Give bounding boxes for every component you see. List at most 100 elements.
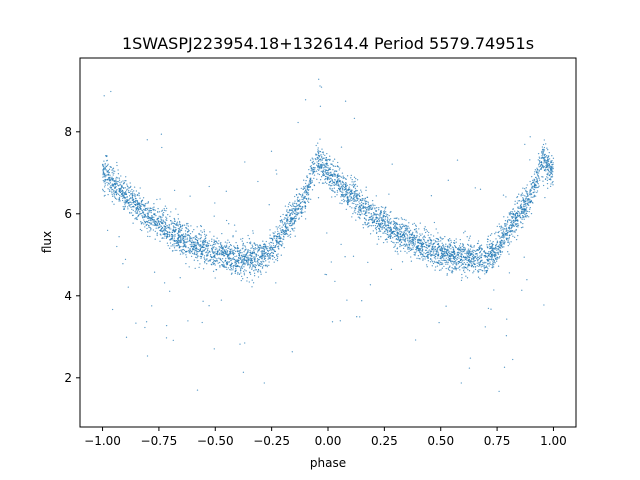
data-point bbox=[181, 251, 183, 253]
data-point bbox=[239, 343, 241, 345]
data-point bbox=[339, 202, 341, 204]
data-point bbox=[115, 179, 117, 182]
data-point bbox=[124, 203, 126, 205]
data-point bbox=[530, 189, 532, 192]
data-point bbox=[457, 262, 460, 265]
data-point bbox=[441, 267, 443, 269]
data-point bbox=[253, 264, 255, 266]
data-point bbox=[379, 226, 381, 228]
data-point bbox=[313, 184, 315, 186]
data-point bbox=[237, 259, 239, 261]
data-point bbox=[537, 172, 540, 174]
data-point bbox=[104, 164, 106, 166]
data-point bbox=[492, 261, 494, 263]
data-point bbox=[459, 246, 462, 249]
data-point bbox=[153, 271, 156, 273]
data-point bbox=[326, 159, 328, 161]
data-point bbox=[164, 229, 167, 231]
data-point bbox=[417, 255, 420, 257]
data-point bbox=[140, 205, 142, 208]
data-point bbox=[104, 167, 106, 169]
data-point bbox=[502, 241, 505, 243]
data-point bbox=[497, 248, 500, 250]
data-point bbox=[432, 252, 434, 254]
data-point bbox=[275, 245, 277, 247]
data-point bbox=[450, 241, 452, 243]
data-point bbox=[346, 184, 348, 187]
data-point bbox=[515, 229, 517, 231]
data-point bbox=[260, 273, 262, 275]
data-point bbox=[505, 223, 507, 225]
data-point bbox=[399, 233, 402, 236]
data-point bbox=[464, 230, 466, 232]
data-point bbox=[127, 185, 129, 188]
data-point bbox=[259, 247, 262, 249]
data-point bbox=[265, 248, 267, 250]
data-point bbox=[460, 382, 462, 384]
data-point bbox=[193, 252, 196, 255]
data-point bbox=[513, 216, 515, 218]
data-point bbox=[434, 248, 436, 250]
data-point bbox=[104, 173, 106, 176]
data-point bbox=[160, 219, 163, 221]
data-point bbox=[420, 244, 423, 246]
data-point bbox=[461, 245, 463, 248]
data-point bbox=[416, 257, 418, 260]
data-point bbox=[541, 155, 543, 157]
data-point bbox=[241, 264, 244, 266]
data-point bbox=[474, 266, 477, 268]
data-point bbox=[372, 212, 375, 214]
data-point bbox=[131, 214, 134, 217]
data-point bbox=[447, 238, 449, 241]
data-point bbox=[147, 202, 149, 204]
data-point bbox=[203, 242, 205, 244]
data-point bbox=[317, 149, 319, 151]
data-point bbox=[122, 191, 125, 193]
data-point bbox=[428, 237, 430, 239]
data-point bbox=[334, 165, 337, 168]
data-point bbox=[276, 173, 278, 175]
data-point bbox=[242, 263, 245, 265]
data-point bbox=[291, 351, 293, 353]
data-point bbox=[522, 198, 525, 200]
data-point bbox=[529, 180, 531, 183]
data-point bbox=[201, 246, 203, 249]
data-point bbox=[433, 254, 436, 257]
data-point bbox=[411, 234, 414, 236]
data-point bbox=[389, 229, 391, 232]
data-point bbox=[361, 204, 363, 206]
data-point bbox=[455, 260, 457, 262]
data-point bbox=[368, 212, 370, 214]
data-point bbox=[275, 226, 277, 228]
data-point bbox=[159, 215, 162, 218]
data-point bbox=[245, 261, 248, 263]
data-point bbox=[368, 216, 371, 219]
data-point bbox=[330, 261, 332, 263]
data-point bbox=[460, 279, 463, 282]
data-point bbox=[179, 240, 181, 242]
data-point bbox=[411, 236, 414, 239]
data-point bbox=[342, 175, 344, 177]
data-point bbox=[488, 263, 490, 265]
data-point bbox=[441, 249, 444, 251]
data-point bbox=[308, 185, 310, 187]
data-point bbox=[128, 189, 130, 192]
data-point bbox=[160, 133, 163, 135]
data-point bbox=[202, 250, 204, 253]
data-point bbox=[460, 264, 463, 266]
data-point bbox=[252, 251, 254, 254]
data-point bbox=[378, 207, 380, 209]
data-point bbox=[248, 281, 250, 283]
data-point bbox=[357, 203, 359, 206]
data-point bbox=[289, 209, 291, 211]
data-point bbox=[501, 251, 503, 253]
data-point bbox=[307, 194, 309, 196]
data-point bbox=[380, 206, 383, 208]
data-point bbox=[167, 244, 169, 247]
data-point bbox=[324, 273, 326, 276]
data-point bbox=[291, 229, 294, 231]
data-point bbox=[524, 213, 526, 215]
data-point bbox=[512, 216, 514, 218]
data-point bbox=[426, 266, 428, 268]
data-point bbox=[213, 348, 215, 350]
